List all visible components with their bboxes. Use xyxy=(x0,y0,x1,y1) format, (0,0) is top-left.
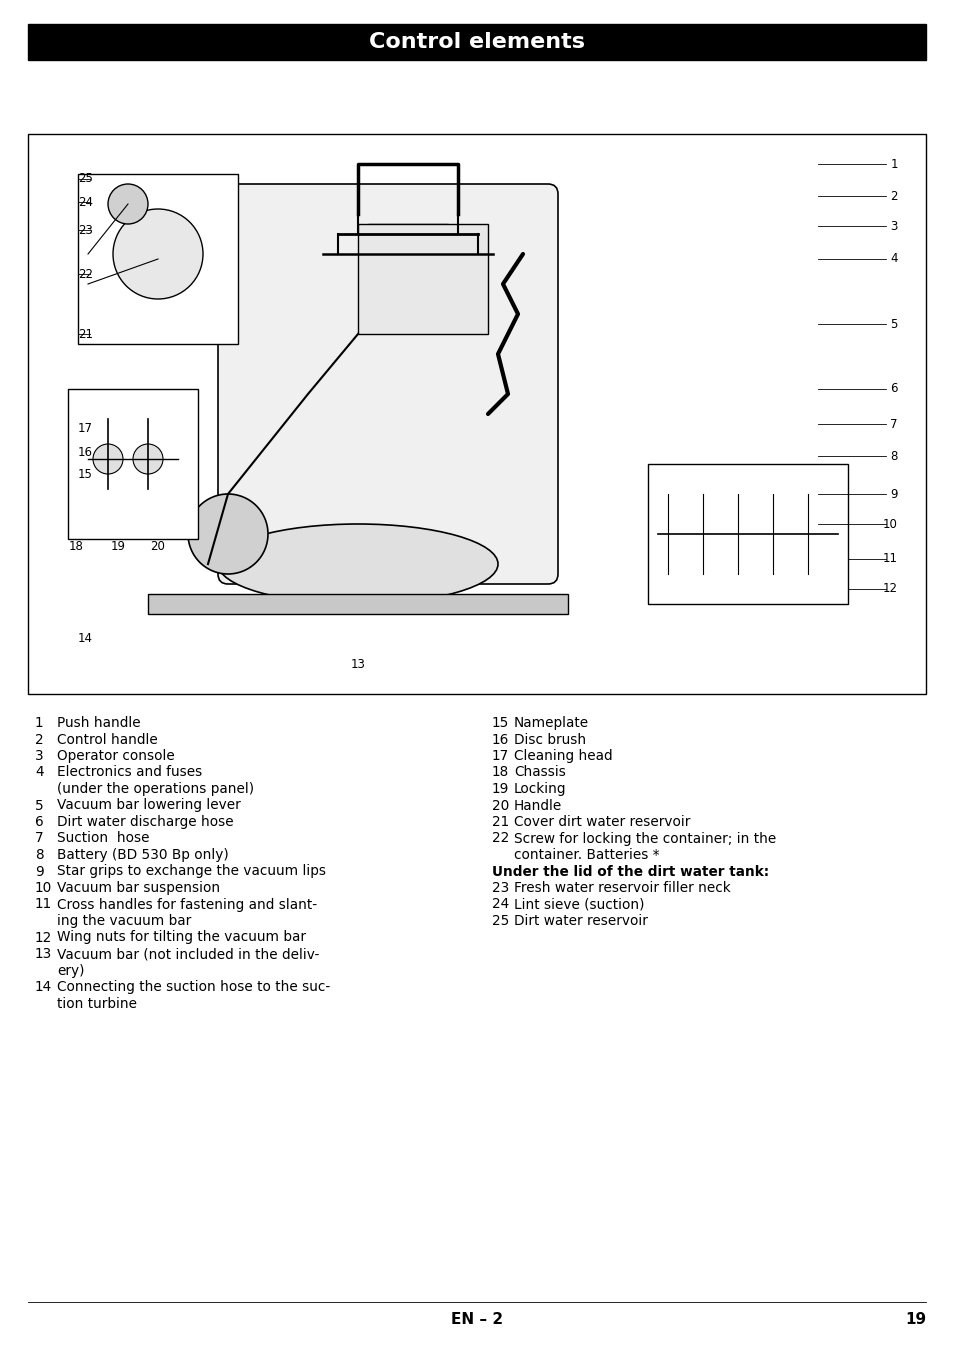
Text: Battery (BD 530 Bp only): Battery (BD 530 Bp only) xyxy=(57,848,229,862)
Bar xyxy=(28,134,925,695)
Text: Cleaning head: Cleaning head xyxy=(514,749,612,764)
Text: 11: 11 xyxy=(35,898,52,911)
Text: 15: 15 xyxy=(492,716,509,730)
Text: 19: 19 xyxy=(492,783,509,796)
Text: Vacuum bar lowering lever: Vacuum bar lowering lever xyxy=(57,799,240,812)
Text: ing the vacuum bar: ing the vacuum bar xyxy=(57,914,191,927)
Text: 6: 6 xyxy=(889,382,897,395)
Text: 23: 23 xyxy=(78,223,92,237)
Text: 22: 22 xyxy=(78,268,92,280)
Text: 7: 7 xyxy=(35,831,44,845)
Text: 20: 20 xyxy=(492,799,509,812)
Text: 5: 5 xyxy=(890,317,897,330)
Text: 1: 1 xyxy=(889,157,897,171)
Text: Push handle: Push handle xyxy=(57,716,140,730)
Circle shape xyxy=(108,184,148,223)
Text: 25: 25 xyxy=(78,172,92,185)
Text: 4: 4 xyxy=(889,252,897,265)
Text: Lint sieve (suction): Lint sieve (suction) xyxy=(514,898,644,911)
Text: Fresh water reservoir filler neck: Fresh water reservoir filler neck xyxy=(514,881,730,895)
Text: 6: 6 xyxy=(35,815,44,829)
Circle shape xyxy=(112,209,203,299)
Text: Cover dirt water reservoir: Cover dirt water reservoir xyxy=(514,815,690,829)
Text: 12: 12 xyxy=(35,930,52,945)
Text: 8: 8 xyxy=(890,450,897,463)
Text: Vacuum bar (not included in the deliv-: Vacuum bar (not included in the deliv- xyxy=(57,946,319,961)
Text: 9: 9 xyxy=(889,487,897,501)
Text: 11: 11 xyxy=(882,552,897,566)
FancyBboxPatch shape xyxy=(218,184,558,584)
Text: 2: 2 xyxy=(889,190,897,203)
Ellipse shape xyxy=(218,524,497,604)
Text: 18: 18 xyxy=(492,765,509,780)
Bar xyxy=(368,223,448,264)
Text: 13: 13 xyxy=(350,658,365,670)
Text: tion turbine: tion turbine xyxy=(57,997,137,1010)
Text: 1: 1 xyxy=(35,716,44,730)
Text: Handle: Handle xyxy=(514,799,561,812)
Text: Electronics and fuses: Electronics and fuses xyxy=(57,765,202,780)
Text: 25: 25 xyxy=(492,914,509,927)
Text: Disc brush: Disc brush xyxy=(514,733,585,746)
Text: 4: 4 xyxy=(35,765,44,780)
Text: Star grips to exchange the vacuum lips: Star grips to exchange the vacuum lips xyxy=(57,864,326,879)
Text: 14: 14 xyxy=(35,980,52,994)
Text: Cross handles for fastening and slant-: Cross handles for fastening and slant- xyxy=(57,898,316,911)
Text: container. Batteries *: container. Batteries * xyxy=(514,848,659,862)
Text: 24: 24 xyxy=(492,898,509,911)
Text: (under the operations panel): (under the operations panel) xyxy=(57,783,253,796)
Bar xyxy=(647,464,847,604)
Text: 17: 17 xyxy=(492,749,509,764)
Text: Dirt water discharge hose: Dirt water discharge hose xyxy=(57,815,233,829)
Text: EN – 2: EN – 2 xyxy=(451,1312,502,1327)
Text: 3: 3 xyxy=(35,749,44,764)
Bar xyxy=(68,389,198,539)
Text: ery): ery) xyxy=(57,964,85,978)
Text: 17: 17 xyxy=(78,422,92,436)
Text: 18: 18 xyxy=(69,539,83,552)
Text: 21: 21 xyxy=(492,815,509,829)
Text: 14: 14 xyxy=(78,632,92,646)
Text: 5: 5 xyxy=(35,799,44,812)
Text: 13: 13 xyxy=(35,946,52,961)
Bar xyxy=(78,175,237,344)
Circle shape xyxy=(188,494,268,574)
Text: 21: 21 xyxy=(78,328,92,340)
Text: Screw for locking the container; in the: Screw for locking the container; in the xyxy=(514,831,776,845)
Text: Control handle: Control handle xyxy=(57,733,157,746)
Text: 3: 3 xyxy=(890,219,897,233)
Text: 16: 16 xyxy=(492,733,509,746)
Text: Vacuum bar suspension: Vacuum bar suspension xyxy=(57,881,220,895)
Text: 16: 16 xyxy=(78,445,92,459)
Text: Nameplate: Nameplate xyxy=(514,716,589,730)
Text: 19: 19 xyxy=(111,539,126,552)
Text: 22: 22 xyxy=(492,831,509,845)
Text: Connecting the suction hose to the suc-: Connecting the suction hose to the suc- xyxy=(57,980,330,994)
Text: Suction  hose: Suction hose xyxy=(57,831,150,845)
Text: Control elements: Control elements xyxy=(369,32,584,51)
Text: Under the lid of the dirt water tank:: Under the lid of the dirt water tank: xyxy=(492,864,768,879)
Text: 2: 2 xyxy=(35,733,44,746)
Text: 10: 10 xyxy=(35,881,52,895)
Text: 10: 10 xyxy=(882,517,897,531)
Text: 8: 8 xyxy=(35,848,44,862)
Text: 15: 15 xyxy=(78,467,92,481)
Text: 23: 23 xyxy=(492,881,509,895)
Text: 20: 20 xyxy=(151,539,165,552)
Bar xyxy=(357,223,488,334)
Text: Locking: Locking xyxy=(514,783,566,796)
Circle shape xyxy=(132,444,163,474)
Text: 24: 24 xyxy=(78,195,92,209)
Text: Chassis: Chassis xyxy=(514,765,565,780)
Text: 7: 7 xyxy=(889,417,897,431)
Text: 19: 19 xyxy=(904,1312,925,1327)
Text: 12: 12 xyxy=(882,582,897,596)
Text: Dirt water reservoir: Dirt water reservoir xyxy=(514,914,647,927)
Bar xyxy=(148,594,567,613)
Bar xyxy=(28,24,925,60)
Text: 9: 9 xyxy=(35,864,44,879)
Text: Operator console: Operator console xyxy=(57,749,174,764)
Text: Wing nuts for tilting the vacuum bar: Wing nuts for tilting the vacuum bar xyxy=(57,930,306,945)
Circle shape xyxy=(92,444,123,474)
